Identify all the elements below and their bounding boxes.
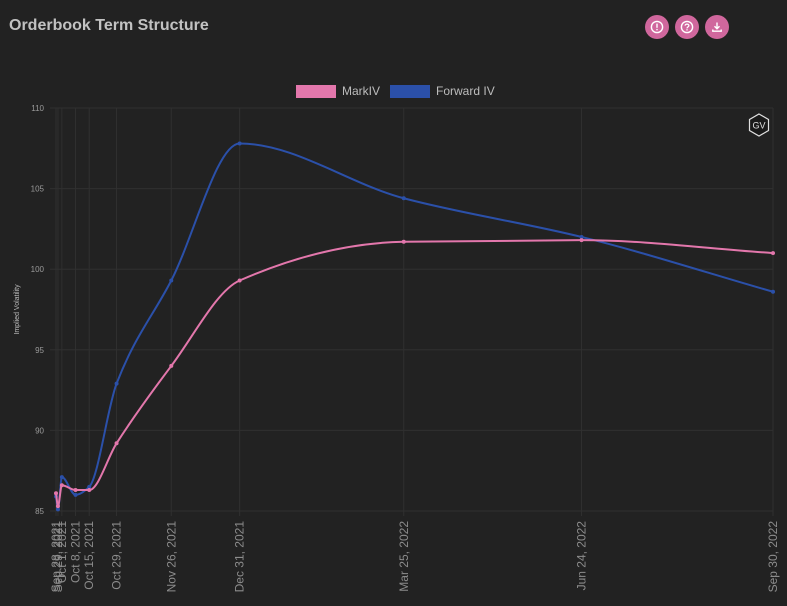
legend-label-forward-iv: Forward IV (436, 84, 495, 98)
header-actions (645, 15, 729, 39)
y-tick-label: 85 (35, 507, 44, 516)
chart-legend: MarkIV Forward IV (296, 84, 505, 98)
x-tick-label: Oct 8, 2021 (69, 521, 83, 583)
y-tick-label: 105 (31, 185, 45, 194)
gv-logo-icon[interactable]: GV (747, 113, 771, 137)
gv-logo-label: GV (752, 121, 765, 131)
x-tick-label: Oct 15, 2021 (82, 521, 96, 590)
help-button[interactable] (675, 15, 699, 39)
info-button[interactable] (645, 15, 669, 39)
data-point-forward-iv (73, 492, 78, 497)
data-point-markiv (771, 251, 775, 256)
data-point-markiv (237, 278, 242, 283)
data-point-forward-iv (55, 507, 60, 512)
legend-item-forward-iv[interactable]: Forward IV (390, 84, 495, 98)
y-axis-label: Implied Volatility (14, 284, 21, 335)
data-point-markiv (579, 238, 584, 243)
download-button[interactable] (705, 15, 729, 39)
legend-label-markiv: MarkIV (342, 84, 381, 98)
data-point-markiv (401, 239, 406, 244)
legend-swatch-forward-iv (390, 84, 431, 98)
x-tick-label: Sep 30, 2022 (766, 521, 780, 593)
info-icon (650, 20, 664, 34)
x-tick-label: Jun 24, 2022 (575, 521, 589, 591)
x-tick-label: Nov 26, 2021 (164, 521, 178, 593)
data-point-markiv (87, 488, 92, 493)
data-point-forward-iv (237, 141, 242, 146)
data-point-markiv (55, 504, 60, 509)
x-tick-label: Sep 29, 2021 (51, 521, 65, 593)
data-point-markiv (114, 441, 119, 446)
series-line-markiv (55, 239, 774, 508)
y-tick-label: 95 (35, 346, 44, 355)
download-icon (712, 22, 722, 32)
data-point-forward-iv (401, 196, 406, 201)
x-tick-label: Sep 28, 2021 (49, 521, 63, 593)
data-point-markiv (169, 363, 174, 368)
data-point-markiv (59, 483, 64, 488)
legend-item-markiv[interactable]: MarkIV (296, 84, 380, 98)
data-point-forward-iv (114, 381, 119, 386)
data-point-forward-iv (771, 289, 775, 294)
legend-swatch-markiv (296, 84, 336, 98)
data-point-markiv (54, 491, 58, 496)
x-tick-label: Oct 29, 2021 (110, 521, 124, 590)
data-point-forward-iv (169, 278, 174, 283)
data-point-forward-iv (87, 484, 92, 489)
y-tick-label: 90 (35, 426, 44, 435)
series-line-forward-iv (55, 142, 774, 511)
chart-title: Orderbook Term Structure (9, 17, 209, 34)
y-tick-label: 110 (31, 104, 44, 113)
x-tick-label: Oct 1, 2021 (55, 521, 69, 583)
data-point-forward-iv (579, 234, 584, 239)
data-point-markiv (73, 488, 78, 493)
help-icon (680, 20, 694, 34)
x-tick-label: Dec 31, 2021 (233, 521, 247, 593)
y-tick-label: 100 (31, 265, 45, 274)
data-point-forward-iv (59, 475, 64, 480)
x-tick-label: Mar 25, 2022 (397, 521, 411, 592)
